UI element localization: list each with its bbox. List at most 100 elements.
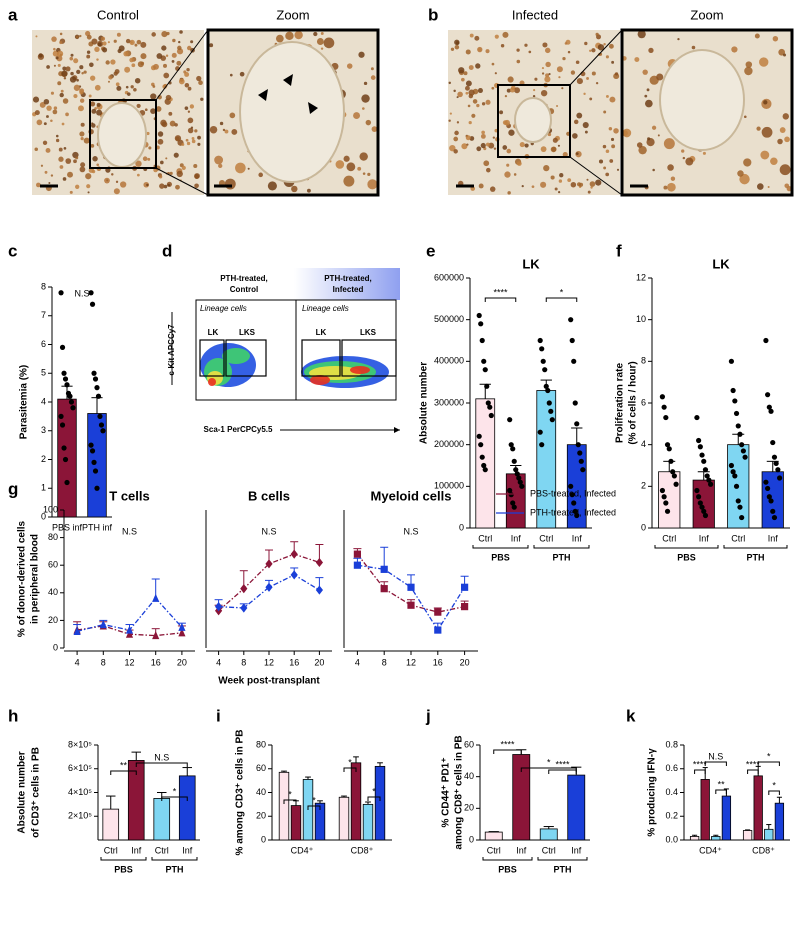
cell — [184, 82, 190, 88]
cell — [110, 59, 116, 65]
data-point — [706, 477, 712, 483]
cell — [316, 38, 324, 45]
granuloma — [659, 49, 745, 151]
data-point — [569, 492, 575, 498]
cell — [320, 47, 324, 50]
cell — [125, 85, 129, 89]
y-tick-label: 4×10⁵ — [68, 787, 92, 797]
cell — [486, 167, 491, 173]
group-bracket — [654, 545, 719, 549]
cell — [524, 43, 528, 47]
data-point — [575, 442, 581, 448]
cell — [477, 88, 483, 94]
cell — [465, 85, 470, 91]
y-axis-label: % among CD3⁺ cells in PB — [235, 730, 246, 856]
data-point — [511, 458, 517, 464]
cell — [190, 40, 194, 44]
cell — [224, 178, 236, 190]
significance-label: * — [288, 789, 292, 799]
cell — [96, 163, 100, 167]
y-tick-label: 2×10⁵ — [68, 811, 92, 821]
x-tick-label: 12 — [264, 657, 274, 667]
gate-label: LKS — [360, 328, 377, 337]
significance-label: **** — [693, 759, 708, 769]
cell — [561, 87, 564, 90]
x-tick-label: 12 — [406, 657, 416, 667]
data-point — [671, 473, 677, 479]
cell — [65, 66, 71, 72]
marker — [178, 628, 186, 637]
bar — [350, 762, 362, 841]
significance-label: * — [547, 757, 551, 767]
data-point — [88, 290, 94, 296]
cell — [75, 156, 79, 160]
data-point — [508, 492, 514, 498]
cell — [681, 149, 685, 153]
y-axis-label: in peripheral blood — [30, 534, 41, 624]
cell — [583, 92, 586, 96]
y-tick-label: 20 — [256, 811, 266, 821]
cell — [136, 39, 142, 45]
data-point — [507, 487, 513, 494]
arrowhead — [283, 74, 293, 86]
marker — [407, 601, 415, 609]
data-point — [732, 398, 738, 404]
marker — [290, 570, 298, 580]
cell — [79, 131, 85, 137]
cell — [757, 183, 764, 190]
cell — [111, 173, 114, 176]
cell — [541, 67, 545, 70]
cell — [562, 56, 566, 61]
group-label: PTH — [553, 552, 571, 562]
data-point — [59, 422, 66, 428]
plot-title: Infected — [333, 285, 364, 294]
group-label: PTH — [166, 864, 184, 874]
bar — [153, 798, 171, 841]
data-point — [735, 498, 741, 504]
gate-header: Lineage cells — [302, 304, 349, 313]
cell — [92, 156, 98, 162]
y-tick-label: 6 — [641, 397, 646, 407]
cell — [533, 89, 536, 92]
cell — [140, 53, 147, 60]
cell — [79, 90, 84, 95]
cell — [148, 146, 152, 150]
data-point — [62, 456, 69, 463]
data-point — [481, 358, 487, 364]
granuloma — [97, 102, 147, 168]
x-tick-label: 4 — [355, 657, 360, 667]
cell — [51, 36, 57, 42]
cell — [570, 70, 576, 75]
cell — [155, 106, 162, 112]
data-point — [510, 446, 516, 452]
y-tick-label: 0.8 — [665, 739, 678, 749]
cell — [35, 35, 38, 38]
group-label: PTH — [554, 864, 572, 874]
cell — [147, 157, 151, 161]
data-point — [728, 462, 735, 469]
data-point — [574, 512, 580, 519]
cell — [115, 180, 119, 183]
x-tick-label: Ctrl — [478, 533, 492, 543]
cell — [59, 165, 64, 169]
marker — [240, 603, 248, 613]
data-point — [479, 337, 485, 344]
cell — [52, 109, 58, 115]
x-tick-label: Ctrl — [155, 845, 169, 855]
cell — [358, 51, 365, 58]
cell — [540, 89, 548, 97]
group-bracket — [151, 857, 198, 861]
data-point — [737, 431, 743, 437]
cell — [65, 112, 69, 117]
cell — [94, 84, 101, 91]
data-point — [673, 481, 679, 487]
significance-bracket — [493, 749, 522, 754]
y-tick-label: 0.6 — [665, 763, 678, 773]
data-point — [659, 394, 666, 400]
cell — [176, 60, 182, 66]
cell — [40, 164, 44, 167]
y-tick-label: 12 — [636, 272, 646, 282]
cell — [158, 175, 163, 179]
x-tick-label: Inf — [516, 845, 527, 855]
cell — [214, 155, 224, 165]
